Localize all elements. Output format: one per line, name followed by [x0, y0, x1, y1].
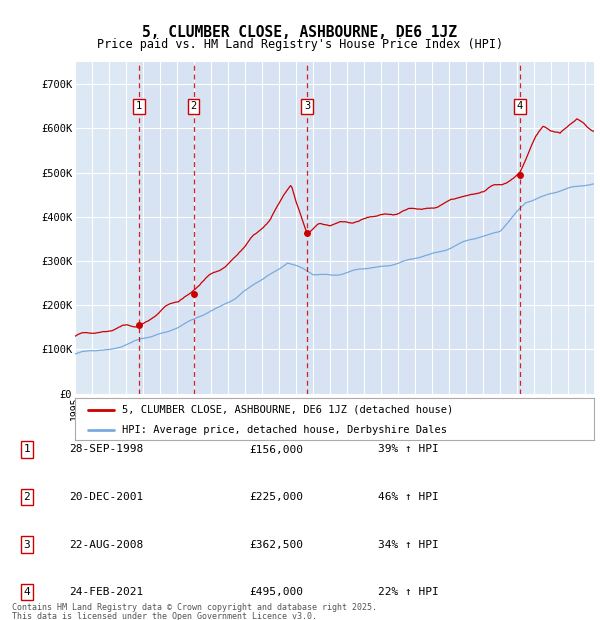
Text: 5, CLUMBER CLOSE, ASHBOURNE, DE6 1JZ: 5, CLUMBER CLOSE, ASHBOURNE, DE6 1JZ: [143, 25, 458, 40]
Text: 2: 2: [190, 101, 197, 111]
Text: HPI: Average price, detached house, Derbyshire Dales: HPI: Average price, detached house, Derb…: [122, 425, 447, 435]
Text: 1: 1: [23, 445, 31, 454]
Text: Contains HM Land Registry data © Crown copyright and database right 2025.: Contains HM Land Registry data © Crown c…: [12, 603, 377, 612]
Text: £225,000: £225,000: [249, 492, 303, 502]
Text: 5, CLUMBER CLOSE, ASHBOURNE, DE6 1JZ (detached house): 5, CLUMBER CLOSE, ASHBOURNE, DE6 1JZ (de…: [122, 405, 453, 415]
Text: 28-SEP-1998: 28-SEP-1998: [69, 445, 143, 454]
Text: This data is licensed under the Open Government Licence v3.0.: This data is licensed under the Open Gov…: [12, 612, 317, 620]
Text: 2: 2: [23, 492, 31, 502]
Text: 39% ↑ HPI: 39% ↑ HPI: [378, 445, 439, 454]
Text: 22% ↑ HPI: 22% ↑ HPI: [378, 587, 439, 597]
Text: Price paid vs. HM Land Registry's House Price Index (HPI): Price paid vs. HM Land Registry's House …: [97, 38, 503, 51]
Text: 46% ↑ HPI: 46% ↑ HPI: [378, 492, 439, 502]
Text: £156,000: £156,000: [249, 445, 303, 454]
Text: 4: 4: [517, 101, 523, 111]
Text: 3: 3: [304, 101, 310, 111]
Text: 22-AUG-2008: 22-AUG-2008: [69, 539, 143, 549]
Text: 24-FEB-2021: 24-FEB-2021: [69, 587, 143, 597]
Bar: [307, 62, 520, 394]
Text: £362,500: £362,500: [249, 539, 303, 549]
Text: 3: 3: [23, 539, 31, 549]
Bar: [139, 62, 194, 394]
Text: 1: 1: [136, 101, 142, 111]
Bar: [194, 62, 307, 394]
Text: £495,000: £495,000: [249, 587, 303, 597]
Text: 34% ↑ HPI: 34% ↑ HPI: [378, 539, 439, 549]
Text: 4: 4: [23, 587, 31, 597]
Text: 20-DEC-2001: 20-DEC-2001: [69, 492, 143, 502]
